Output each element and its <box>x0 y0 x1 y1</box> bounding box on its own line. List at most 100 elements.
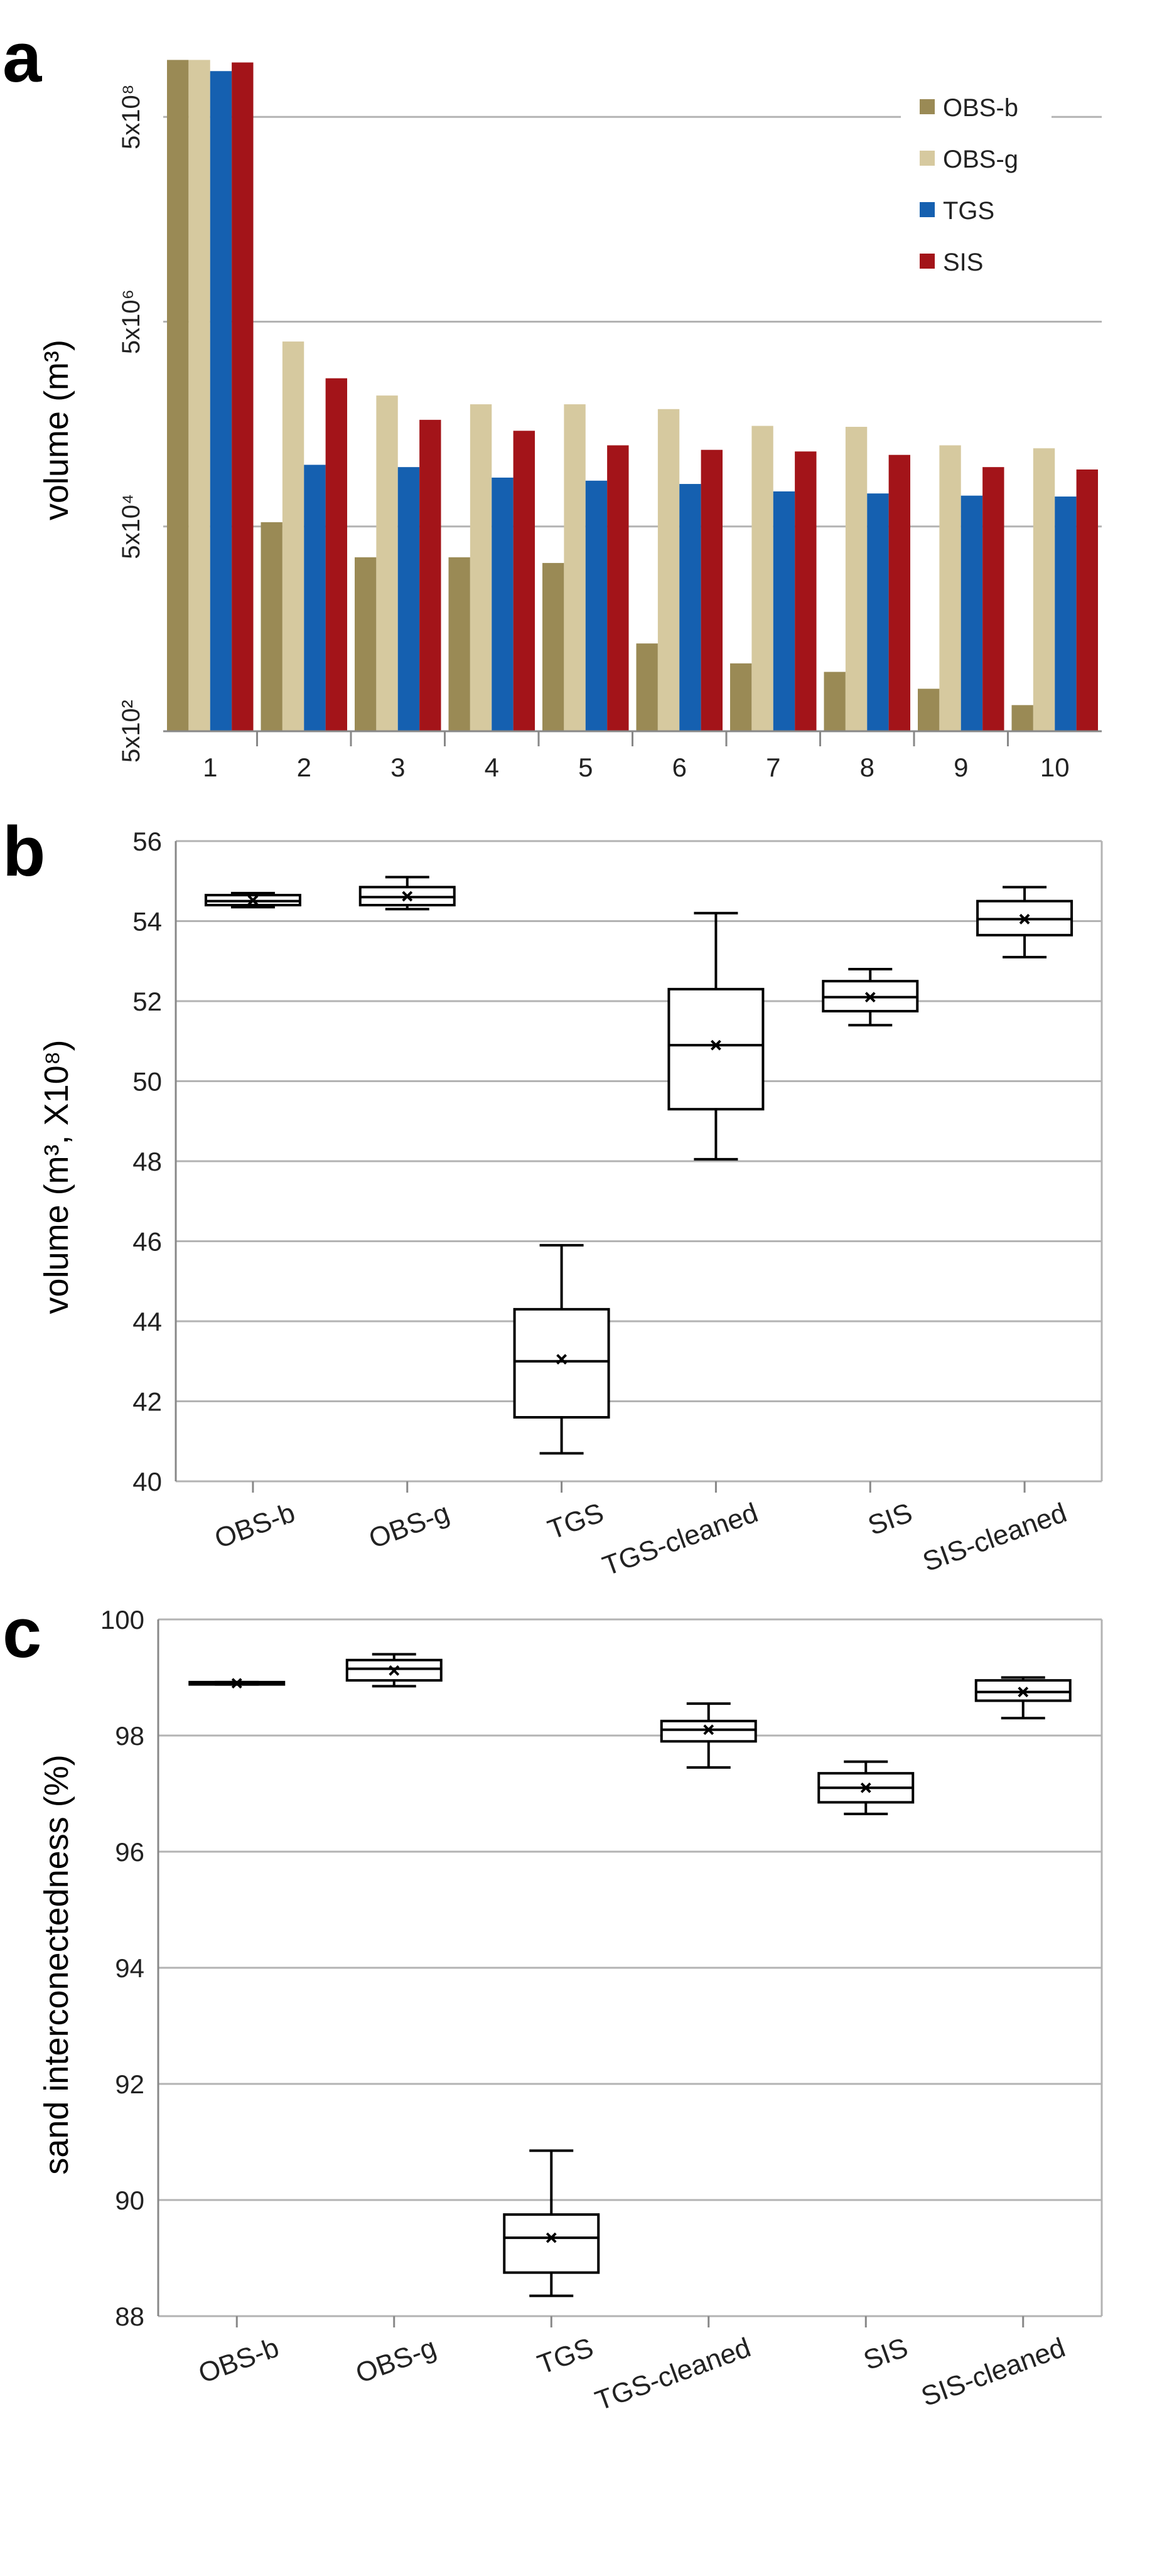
y-tick-label: 5x10⁸ <box>117 84 145 149</box>
bar-obs-b-4 <box>448 557 470 731</box>
panel-letter-a: a <box>3 18 42 97</box>
panel-a-y-tick-labels: 5x10² 5x10⁴ 5x10⁶ 5x10⁸ <box>117 84 145 763</box>
x-tick-label: 10 <box>1040 753 1070 782</box>
x-tick-label: SIS-cleaned <box>918 1497 1070 1577</box>
bar-sis-3 <box>419 419 441 731</box>
legend-swatch-tgs <box>920 202 935 217</box>
panel-c-box-plot: c 88 90 92 94 96 98 100 OBS-b OBS-g TGSTGS-clean… <box>3 1594 1103 2417</box>
panel-a-axes <box>163 730 1102 746</box>
mean-marker <box>711 1039 721 1051</box>
panel-b-y-axis-label: volume (m³, X10⁸) <box>38 1040 75 1314</box>
bar-obs-g-1 <box>188 60 210 731</box>
panel-b-gridlines <box>176 840 1102 1483</box>
box-sis-cleaned <box>974 1676 1072 1720</box>
legend-swatch-obs-b <box>920 99 935 114</box>
y-tick-label: 90 <box>115 2186 144 2215</box>
box-iqr <box>503 2213 600 2274</box>
y-tick-label: 46 <box>132 1227 162 1257</box>
mean-marker <box>546 2232 557 2243</box>
bar-tgs-3 <box>397 467 420 731</box>
bar-tgs-9 <box>960 495 983 731</box>
x-tick-label: OBS-b <box>210 1497 299 1554</box>
mean-marker <box>389 1665 400 1676</box>
bar-obs-b-3 <box>355 557 377 731</box>
box-obs-b <box>204 891 301 909</box>
bar-sis-2 <box>325 378 347 731</box>
legend-label-tgs: TGS <box>943 197 994 225</box>
y-tick-label: 50 <box>132 1067 162 1097</box>
y-tick-label: 98 <box>115 1721 144 1751</box>
panel-b-axes <box>175 841 1103 1493</box>
bar-sis-5 <box>607 445 629 731</box>
y-tick-label: 40 <box>132 1467 162 1496</box>
box-obs-g <box>358 876 456 911</box>
legend-label-obs-b: OBS-b <box>943 94 1018 122</box>
box-tgs <box>513 1243 610 1455</box>
bar-sis-7 <box>795 451 817 731</box>
x-tick-label: 3 <box>390 753 405 782</box>
y-tick-label: 94 <box>115 1953 144 1983</box>
bar-obs-b-9 <box>918 689 940 731</box>
mean-marker <box>402 891 413 902</box>
legend-swatch-sis <box>920 254 935 269</box>
bar-tgs-2 <box>304 464 326 731</box>
y-tick-label: 5x10⁴ <box>117 494 145 559</box>
bar-sis-9 <box>982 467 1004 731</box>
y-tick-label: 96 <box>115 1837 144 1867</box>
panel-letter-c: c <box>3 1594 41 1672</box>
x-tick-label: TGS <box>534 2332 598 2380</box>
bar-obs-g-8 <box>845 426 868 731</box>
x-tick-label: 6 <box>672 753 687 782</box>
x-tick-label: TGS <box>544 1497 608 1545</box>
bar-tgs-1 <box>210 71 232 732</box>
x-tick-label: SIS-cleaned <box>917 2332 1069 2412</box>
panel-a-x-tick-labels: 1 2 3 4 5 6 7 8 9 10 <box>203 753 1070 782</box>
bar-obs-g-9 <box>939 445 961 731</box>
y-tick-label: 42 <box>132 1387 162 1417</box>
panel-a-bar-chart: a 5x10² 5x10⁴ 5x10⁶ 5x10⁸ 1 2 3 4 5 6 7 8 9 10 volum… <box>3 18 1102 782</box>
x-tick-label: 4 <box>485 753 499 782</box>
bar-obs-b-8 <box>824 672 846 731</box>
mean-marker <box>864 992 876 1003</box>
legend-entry-sis: SIS <box>920 249 983 276</box>
bar-tgs-5 <box>585 480 608 731</box>
bar-obs-g-6 <box>657 409 680 731</box>
x-tick-label: OBS-b <box>195 2332 283 2389</box>
bar-obs-b-1 <box>167 60 189 731</box>
bar-sis-1 <box>232 62 254 732</box>
mean-marker <box>556 1354 567 1365</box>
y-tick-label: 100 <box>100 1605 144 1634</box>
bar-obs-g-3 <box>376 395 398 731</box>
bar-obs-g-2 <box>282 341 304 731</box>
panel-c-y-axis-label: sand interconectedness (%) <box>38 1754 75 2174</box>
panel-a-bars <box>167 60 1098 732</box>
box-sis <box>822 968 919 1027</box>
box-tgs-cleaned <box>660 1702 757 1769</box>
y-tick-label: 92 <box>115 2069 144 2099</box>
box-iqr <box>513 1307 610 1419</box>
x-tick-label: TGS-cleaned <box>591 2332 755 2417</box>
bar-sis-6 <box>701 449 723 731</box>
bar-tgs-10 <box>1055 496 1077 731</box>
bar-sis-4 <box>513 431 535 731</box>
y-tick-label: 44 <box>132 1307 162 1336</box>
bar-obs-b-2 <box>261 522 282 731</box>
panel-a-legend: OBS-b OBS-g TGS SIS <box>901 79 1052 311</box>
bar-tgs-4 <box>492 477 514 731</box>
x-tick-label: SIS <box>864 1497 916 1541</box>
x-tick-label: SIS <box>859 2332 912 2376</box>
x-tick-label: 7 <box>766 753 780 782</box>
mean-marker <box>860 1782 871 1793</box>
bar-obs-b-7 <box>730 663 752 731</box>
bar-tgs-8 <box>867 493 889 731</box>
y-tick-label: 88 <box>115 2302 144 2331</box>
y-tick-label: 5x10² <box>117 700 145 763</box>
mean-marker <box>703 1724 714 1736</box>
bar-obs-g-5 <box>564 404 586 731</box>
bar-obs-b-6 <box>636 643 658 731</box>
y-tick-label: 5x10⁶ <box>117 289 145 354</box>
bar-obs-g-10 <box>1033 448 1055 731</box>
panel-a-y-axis-label: volume (m³) <box>38 340 75 520</box>
